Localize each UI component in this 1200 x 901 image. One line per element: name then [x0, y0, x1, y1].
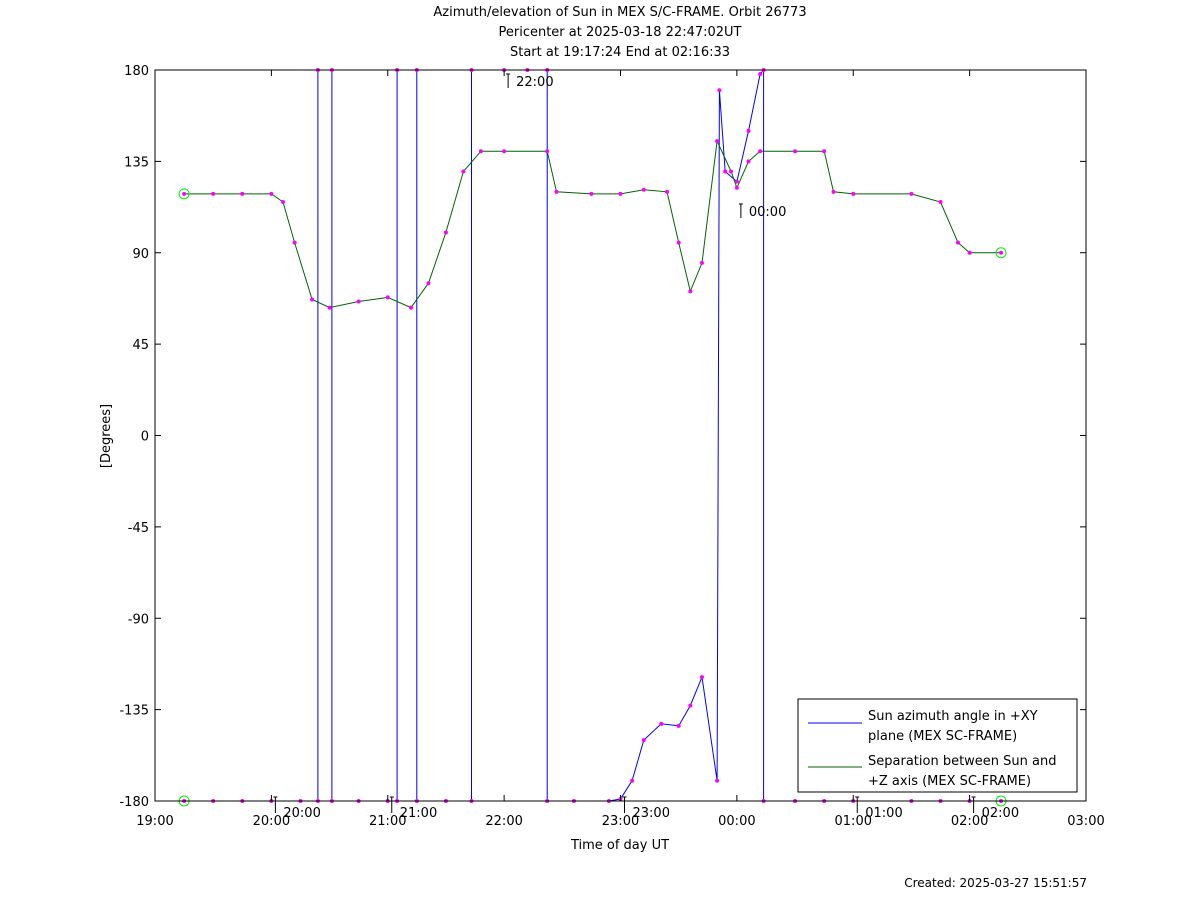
- x-tick-label: 21:00: [369, 814, 406, 829]
- plot-frame: [154, 69, 1087, 802]
- x-tick-label: 03:00: [1067, 814, 1104, 829]
- data-point-azimuth: [688, 703, 693, 708]
- data-point-separation: [641, 187, 646, 192]
- legend-label-azimuth-2: plane (MEX SC-FRAME): [868, 729, 1017, 744]
- axis-layer: 19:00 20:00 21:00 22:00 23:00 00:00 01:00 02:00…: [119, 64, 1104, 829]
- data-point-azimuth: [758, 72, 763, 77]
- time-annotation-label: 01:00: [865, 806, 902, 821]
- data-point-separation: [618, 191, 623, 196]
- data-point-azimuth: [699, 675, 704, 680]
- data-point-separation: [426, 281, 431, 286]
- data-point-separation: [327, 305, 332, 310]
- data-point-separation: [999, 250, 1004, 255]
- data-point-separation: [461, 169, 466, 174]
- y-tick-label: -180: [119, 795, 149, 810]
- data-point-separation: [443, 230, 448, 235]
- data-point-azimuth: [715, 778, 720, 783]
- title-line: Azimuth/elevation of Sun in MEX S/C-FRAM…: [433, 5, 807, 20]
- legend-label-separation-1: Separation between Sun and: [868, 754, 1056, 769]
- legend-box: [797, 698, 1078, 793]
- data-point-separation: [938, 199, 943, 204]
- data-point-separation: [589, 191, 594, 196]
- data-point-separation: [746, 159, 751, 164]
- title-line: Start at 19:17:24 End at 02:16:33: [509, 45, 731, 60]
- data-point-separation: [292, 240, 297, 245]
- data-point-azimuth: [659, 721, 664, 726]
- data-point-separation: [356, 299, 361, 304]
- time-annotation-label: 00:00: [749, 205, 786, 220]
- x-tick-label: 19:00: [136, 814, 173, 829]
- time-annotation-label: 20:00: [283, 806, 320, 821]
- data-point-separation: [281, 199, 286, 204]
- endpoint-marker-separation: [995, 247, 1007, 259]
- data-point-azimuth: [734, 179, 739, 184]
- x-tick-label: 01:00: [835, 814, 872, 829]
- data-point-separation: [729, 169, 734, 174]
- data-point-separation: [385, 295, 390, 300]
- data-point-azimuth: [717, 88, 722, 93]
- x-tick-label: 02:00: [951, 814, 988, 829]
- y-tick-label: -45: [128, 521, 149, 536]
- chart-title: Azimuth/elevation of Sun in MEX S/C-FRAM…: [0, 3, 1200, 63]
- time-annotation-label: 22:00: [516, 75, 553, 90]
- x-axis-label: Time of day UT: [570, 838, 669, 853]
- y-tick-label: 45: [132, 338, 149, 353]
- data-point-separation: [851, 191, 856, 196]
- x-tick-label: 00:00: [718, 814, 755, 829]
- x-tick-label: 23:00: [602, 814, 639, 829]
- data-point-separation: [758, 149, 763, 154]
- series-layer: [184, 68, 1001, 802]
- legend-label-azimuth-1: Sun azimuth angle in +XY: [868, 709, 1038, 724]
- y-tick-label: 0: [141, 430, 149, 445]
- data-point-azimuth: [676, 723, 681, 728]
- data-point-separation: [793, 149, 798, 154]
- created-timestamp: Created: 2025-03-27 15:51:57: [904, 876, 1087, 890]
- x-tick-label: 22:00: [485, 814, 522, 829]
- data-point-separation: [967, 250, 972, 255]
- series-line-separation: [184, 139, 1001, 309]
- time-annotation-label: 02:00: [982, 806, 1019, 821]
- y-axis-label: [Degrees]: [99, 404, 114, 468]
- title-line: Pericenter at 2025-03-18 22:47:02UT: [498, 25, 742, 40]
- data-point-separation: [240, 191, 245, 196]
- legend-label-separation-2: +Z axis (MEX SC-FRAME): [868, 774, 1031, 789]
- data-point-separation: [409, 305, 414, 310]
- data-point-separation: [554, 189, 559, 194]
- data-point-separation: [822, 149, 827, 154]
- data-point-separation: [478, 149, 483, 154]
- y-tick-label: 90: [132, 247, 149, 262]
- time-annotation-label: 21:00: [400, 806, 437, 821]
- data-point-separation: [545, 149, 550, 154]
- data-point-separation: [955, 240, 960, 245]
- y-tick-label: -135: [119, 704, 149, 719]
- data-point-separation: [715, 139, 720, 144]
- legend: Sun azimuth angle in +XY plane (MEX SC-F…: [797, 698, 1078, 793]
- data-point-azimuth: [630, 778, 635, 783]
- series-line-azimuth: [184, 68, 1001, 802]
- y-tick-label: -90: [128, 612, 149, 627]
- marker-layer: [178, 68, 1007, 807]
- data-point-separation: [699, 260, 704, 265]
- data-point-separation: [676, 240, 681, 245]
- data-point-separation: [734, 185, 739, 190]
- data-point-azimuth: [746, 128, 751, 133]
- data-point-separation: [909, 191, 914, 196]
- data-point-separation: [310, 297, 315, 302]
- data-point-separation: [211, 191, 216, 196]
- data-point-azimuth: [723, 169, 728, 174]
- data-point-separation: [831, 189, 836, 194]
- y-tick-label: 180: [124, 64, 149, 79]
- data-point-separation: [182, 191, 187, 196]
- y-tick-label: 135: [124, 155, 149, 170]
- x-tick-label: 20:00: [253, 814, 290, 829]
- data-point-separation: [502, 149, 507, 154]
- time-annotation-label: 23:00: [633, 806, 670, 821]
- data-point-separation: [688, 289, 693, 294]
- data-point-azimuth: [641, 738, 646, 743]
- data-point-separation: [269, 191, 274, 196]
- endpoint-marker-separation: [178, 188, 190, 200]
- data-point-separation: [665, 189, 670, 194]
